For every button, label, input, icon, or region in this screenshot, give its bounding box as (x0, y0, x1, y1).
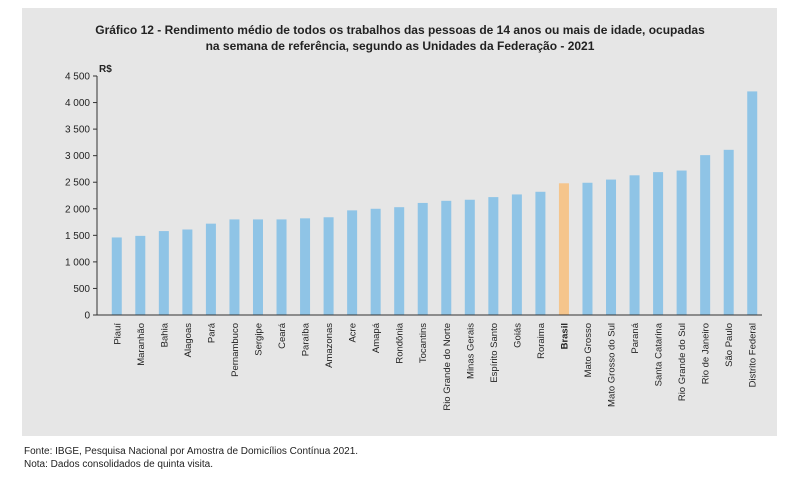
x-tick-label: Distrito Federal (748, 323, 759, 387)
x-tick-label: Mato Grosso (583, 323, 594, 377)
bar-mato-grosso-do-sul (606, 179, 617, 315)
bar-rio-grande-do-sul (676, 170, 687, 315)
x-tick-label: Acre (348, 323, 359, 343)
x-tick-label: Rio Grande do Norte (442, 323, 453, 411)
bar-rio-de-janeiro (700, 155, 711, 315)
chart-title-line-1: Gráfico 12 - Rendimento médio de todos o… (95, 23, 705, 37)
bar-amazonas (323, 217, 334, 315)
bar-espirito-santo (488, 197, 499, 315)
data-note: Nota: Dados consolidados de quinta visit… (24, 459, 214, 470)
y-axis-unit-label: R$ (99, 64, 112, 75)
y-tick-label: 4 000 (65, 98, 90, 109)
bar-goias (511, 194, 522, 315)
x-tick-label: Mato Grosso do Sul (607, 323, 618, 407)
x-axis-labels: Piauí Maranhão Bahia Alagoas Pará Pernambuco S… (112, 322, 758, 410)
y-tick-label: 0 (84, 311, 90, 322)
bar-chart: Gráfico 12 - Rendimento médio de todos o… (65, 23, 762, 411)
bar-alagoas (182, 229, 193, 315)
bar-distrito-federal (747, 91, 758, 315)
y-tick-label: 3 000 (65, 151, 90, 162)
bar-para (205, 223, 216, 315)
x-tick-label: Santa Catarina (654, 322, 665, 386)
bar-rio-grande-do-norte (441, 200, 452, 315)
x-tick-label: Tocantins (418, 323, 429, 363)
y-tick-label: 1 000 (65, 257, 90, 268)
x-tick-label: Piauí (112, 323, 123, 345)
x-tick-label: Goiás (512, 323, 523, 348)
chart-title-line-2: na semana de referência, segundo as Unid… (206, 39, 595, 53)
bar-santa-catarina (653, 172, 664, 315)
x-tick-label: Rio Grande do Sul (677, 323, 688, 401)
bars-group (111, 91, 758, 315)
bar-tocantins (417, 202, 428, 315)
bar-parana (629, 175, 640, 315)
x-tick-label: Maranhão (136, 323, 147, 366)
bar-maranhao (135, 235, 146, 315)
x-tick-label: Espírito Santo (489, 323, 500, 383)
x-tick-label: São Paulo (724, 323, 735, 367)
bar-brasil (558, 183, 569, 315)
x-tick-label: Alagoas (183, 323, 194, 358)
bar-sergipe (252, 219, 263, 315)
source-note: Fonte: IBGE, Pesquisa Nacional por Amost… (24, 446, 359, 457)
x-tick-label: Rondônia (395, 322, 406, 363)
y-tick-label: 2 000 (65, 204, 90, 215)
bar-ceara (276, 219, 287, 315)
x-tick-label: Sergipe (253, 323, 264, 356)
x-tick-label: Brasil (559, 323, 570, 349)
x-tick-label: Rio de Janeiro (701, 323, 712, 384)
bar-mato-grosso (582, 182, 593, 315)
bar-amapa (370, 208, 381, 315)
bar-sao-paulo (723, 149, 734, 315)
x-tick-label: Pernambuco (230, 323, 241, 377)
y-tick-label: 4 500 (65, 72, 90, 83)
chart-panel: Gráfico 12 - Rendimento médio de todos o… (22, 8, 777, 436)
y-tick-label: 2 500 (65, 178, 90, 189)
bar-piaui (111, 237, 122, 315)
bar-paraiba (300, 218, 311, 315)
x-tick-label: Pará (206, 322, 217, 343)
bar-acre (347, 210, 358, 315)
bar-bahia (158, 231, 169, 315)
x-tick-label: Ceará (277, 322, 288, 349)
x-tick-label: Paraíba (301, 322, 312, 356)
bar-pernambuco (229, 219, 240, 315)
x-tick-label: Amazonas (324, 323, 335, 368)
x-tick-label: Minas Gerais (465, 323, 476, 379)
y-tick-label: 1 500 (65, 231, 90, 242)
bar-rondonia (394, 207, 405, 315)
x-tick-label: Roraima (536, 322, 547, 359)
y-axis-ticks: 0 500 1 000 1 500 2 000 2 500 3 000 3 500 4 000 4… (65, 72, 97, 322)
x-tick-label: Amapá (371, 322, 382, 353)
y-tick-label: 500 (73, 284, 90, 295)
bar-roraima (535, 191, 546, 315)
x-tick-label: Bahia (159, 322, 170, 347)
x-tick-label: Paraná (630, 322, 641, 353)
y-tick-label: 3 500 (65, 125, 90, 136)
bar-minas-gerais (464, 199, 475, 315)
